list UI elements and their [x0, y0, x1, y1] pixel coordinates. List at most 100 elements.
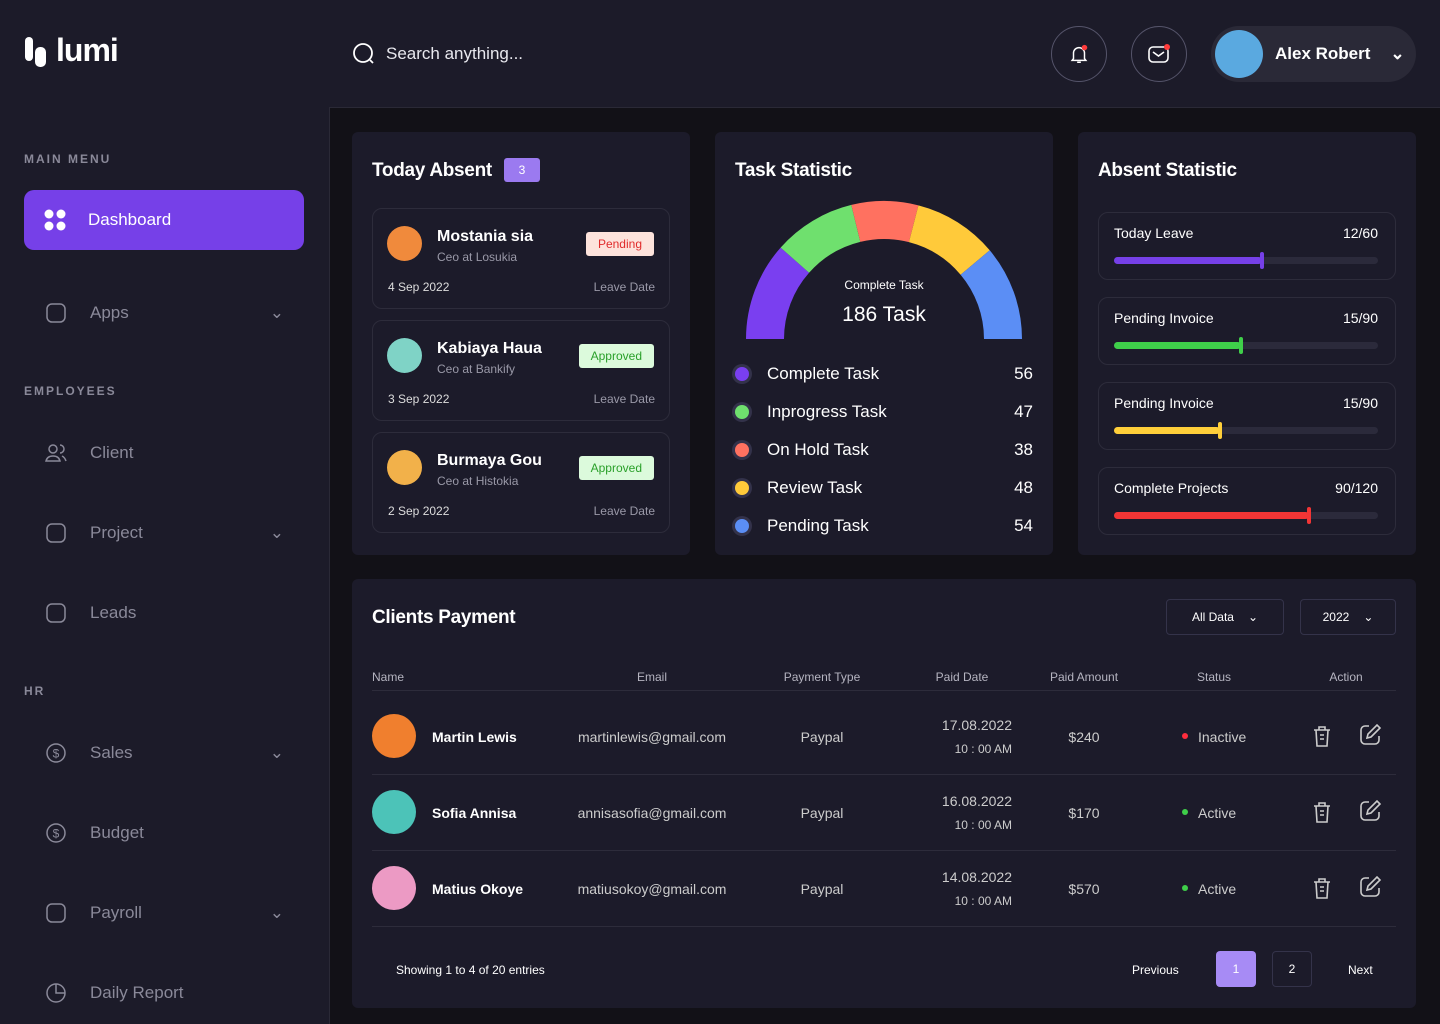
search-bar[interactable]: Search anything... [352, 42, 523, 66]
lumi-logo-icon [25, 36, 46, 67]
card-title: Task Statistic [735, 160, 852, 181]
column-header-paid-amount[interactable]: Paid Amount [1049, 670, 1119, 684]
task-statistic-card: Task Statistic Complete Task 186 Task Co… [715, 132, 1053, 555]
absent-item[interactable]: Mostania sia Ceo at Losukia Pending 4 Se… [372, 208, 670, 309]
absent-stat-item: Complete Projects 90/120 [1098, 467, 1396, 535]
sidebar-item-project[interactable]: Project ⌄ [24, 503, 304, 563]
header-divider [372, 690, 1396, 691]
legend-label: Complete Task [767, 364, 880, 383]
leave-date: 2 Sep 2022 [388, 504, 450, 518]
svg-text:$: $ [53, 747, 60, 761]
table-row: Martin Lewis martinlewis@gmail.com Paypa… [372, 699, 1396, 775]
progress-fill [1114, 512, 1310, 519]
page-1-button[interactable]: 1 [1216, 951, 1256, 987]
sidebar-item-leads[interactable]: Leads [24, 583, 304, 643]
avatar [387, 226, 422, 261]
table-row: Matius Okoye matiusokoy@gmail.com Paypal… [372, 851, 1396, 927]
sidebar-item-payroll[interactable]: Payroll ⌄ [24, 883, 304, 943]
task-legend-item: Inprogress Task 47 [735, 402, 1033, 422]
chevron-down-icon: ⌄ [1363, 610, 1374, 624]
gauge-segment-on-hold-task [851, 201, 919, 243]
avatar [372, 790, 416, 834]
paid-time: 10 : 00 AM [954, 742, 1012, 756]
column-header-paid-date[interactable]: Paid Date [935, 670, 989, 684]
edit-icon[interactable] [1358, 799, 1382, 823]
edit-icon[interactable] [1358, 875, 1382, 899]
column-header-status[interactable]: Status [1196, 670, 1232, 684]
chevron-down-icon: ⌄ [269, 303, 284, 322]
card-title: Absent Statistic [1098, 160, 1237, 181]
sidebar-item-dashboard[interactable]: Dashboard [24, 190, 304, 250]
gauge-segment-inprogress-task [780, 204, 861, 273]
leave-date: 4 Sep 2022 [388, 280, 450, 294]
search-input[interactable]: Search anything... [386, 44, 524, 63]
stat-value: 15/90 [1342, 310, 1378, 326]
card-title: Clients Payment [372, 607, 516, 628]
sidebar-item-label: Apps [90, 303, 129, 322]
paid-date: 14.08.2022 [941, 869, 1012, 885]
progress-knob [1217, 422, 1222, 439]
today-absent-card: Today Absent 3 Mostania sia Ceo at Losuk… [352, 132, 690, 555]
sidebar-item-label: Daily Report [90, 983, 184, 1002]
sidebar-item-label: Dashboard [88, 210, 172, 229]
user-menu[interactable]: Alex Robert ⌄ [1211, 26, 1416, 82]
card-title: Today Absent [372, 160, 492, 181]
previous-button[interactable]: Previous [1132, 963, 1179, 977]
sidebar-item-sales[interactable]: $ Sales ⌄ [24, 723, 304, 783]
task-legend-item: Review Task 48 [735, 478, 1033, 498]
avatar [387, 450, 422, 485]
bell-icon [1070, 44, 1088, 63]
user-name: Alex Robert [1275, 44, 1371, 63]
client-name: Matius Okoye [432, 881, 524, 897]
user-badge-icon [44, 601, 68, 625]
sidebar-item-apps[interactable]: Apps ⌄ [24, 283, 304, 343]
stat-value: 15/90 [1342, 395, 1378, 411]
page-2-button[interactable]: 2 [1272, 951, 1312, 987]
progress-fill [1114, 427, 1220, 434]
sidebar-item-budget[interactable]: $ Budget [24, 803, 304, 863]
logo[interactable]: lumi [24, 32, 119, 69]
legend-dot [735, 443, 749, 457]
status-text: Inactive [1198, 729, 1247, 745]
notifications-button[interactable] [1051, 26, 1107, 82]
year-select[interactable]: 2022 ⌄ [1300, 599, 1396, 635]
next-button[interactable]: Next [1348, 963, 1373, 977]
delete-icon[interactable] [1312, 800, 1332, 824]
legend-dot [735, 367, 749, 381]
progress-knob [1238, 337, 1243, 354]
absent-item[interactable]: Burmaya Gou Ceo at Histokia Approved 2 S… [372, 432, 670, 533]
avatar [372, 866, 416, 910]
column-header-payment-type[interactable]: Payment Type [783, 670, 861, 684]
sidebar-item-label: Budget [90, 823, 144, 842]
column-header-email[interactable]: Email [636, 670, 668, 684]
edit-icon[interactable] [1358, 723, 1382, 747]
column-header-name[interactable]: Name [372, 670, 405, 684]
gauge-segment-complete-task [746, 247, 810, 339]
filter-value: All Data [1191, 610, 1234, 624]
svg-text:$: $ [53, 827, 60, 841]
sidebar-item-daily-report[interactable]: Daily Report [24, 963, 304, 1023]
sidebar-item-client[interactable]: Client [24, 423, 304, 483]
sidebar-item-label: Project [90, 523, 143, 542]
status-dot [1182, 733, 1188, 739]
progress-track [1114, 337, 1378, 354]
column-header-action[interactable]: Action [1329, 670, 1363, 684]
paid-time: 10 : 00 AM [954, 818, 1012, 832]
absent-item[interactable]: Kabiaya Haua Ceo at Bankify Approved 3 S… [372, 320, 670, 421]
sidebar-item-label: Sales [90, 743, 133, 762]
employee-role: Ceo at Bankify [437, 362, 516, 376]
task-legend-item: Complete Task 56 [735, 364, 1033, 384]
delete-icon[interactable] [1312, 876, 1332, 900]
legend-value: 48 [1014, 478, 1033, 497]
status-badge: Pending [585, 232, 654, 256]
messages-button[interactable] [1131, 26, 1187, 82]
gauge-center-label: Complete Task [844, 278, 924, 292]
sidebar-item-label: Payroll [90, 903, 142, 922]
employee-name: Kabiaya Haua [437, 340, 542, 357]
mail-icon [1148, 44, 1170, 63]
avatar [387, 338, 422, 373]
data-filter-select[interactable]: All Data ⌄ [1166, 599, 1284, 635]
avatar [1215, 30, 1263, 78]
sidebar-item-label: Leads [90, 603, 137, 622]
delete-icon[interactable] [1312, 724, 1332, 748]
